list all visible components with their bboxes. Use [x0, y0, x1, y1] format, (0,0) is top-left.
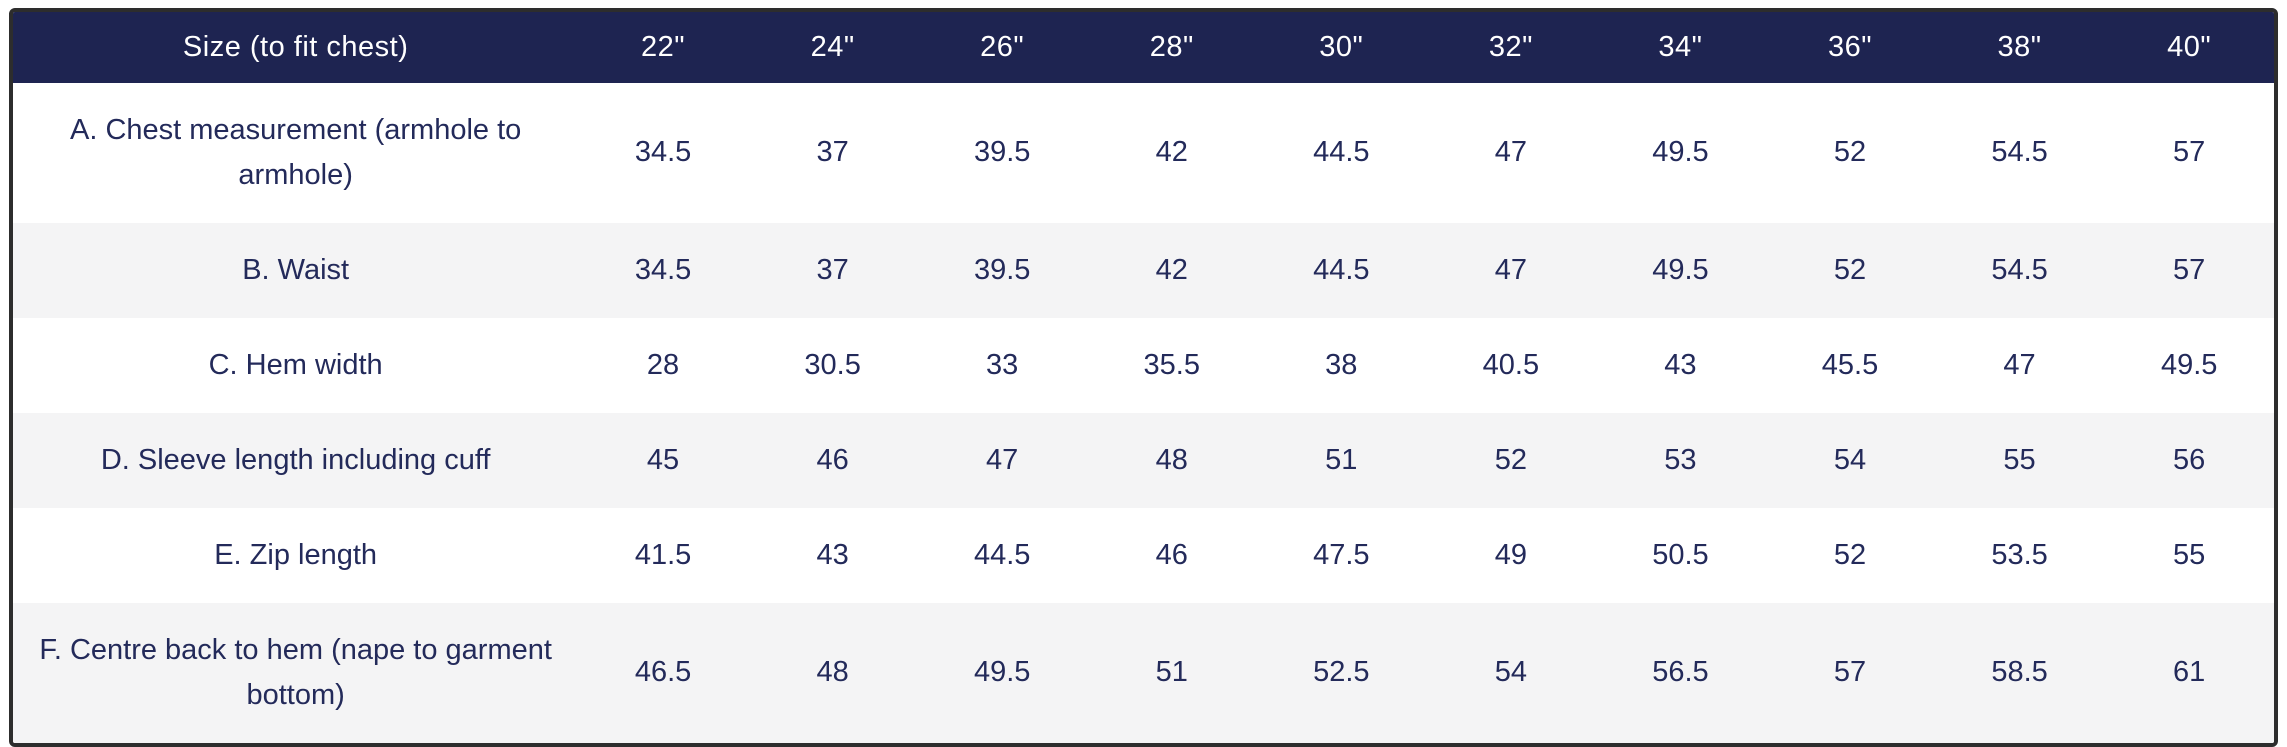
measurement-cell: 49: [1494, 538, 1527, 571]
measurement-cell: 52.5: [1313, 656, 1370, 689]
row-label: B. Waist: [242, 253, 350, 286]
measurement-cell: 46: [1155, 538, 1188, 571]
measurement-cell: 45: [646, 443, 680, 476]
measurement-cell: 37: [816, 253, 849, 286]
measurement-cell: 42: [1155, 136, 1188, 169]
measurement-cell: 47.5: [1313, 538, 1370, 571]
measurement-cell: 42: [1155, 253, 1188, 286]
header-size-column: 22": [578, 12, 748, 83]
measurement-cell: 53: [1664, 443, 1697, 476]
measurement-cell: 56.5: [1652, 656, 1709, 689]
measurement-cell: 58.5: [1991, 656, 2048, 689]
row-label: E. Zip length: [214, 538, 378, 571]
measurement-cell: 48: [816, 656, 849, 689]
row-label: A. Chest measurement (armhole to armhole…: [69, 114, 522, 191]
measurement-cell: 40.5: [1482, 348, 1540, 381]
table-row: C. Hem width 28 30.5 33 35.5 38 40.5 43 45.5 47 49…: [13, 317, 2274, 413]
measurement-cell: 51: [1325, 443, 1358, 476]
measurement-cell: 30.5: [804, 348, 861, 381]
measurement-cell: 37: [816, 136, 849, 169]
header-size-column: 36": [1765, 12, 1935, 83]
measurement-cell: 54.5: [1991, 136, 2048, 169]
measurement-cell: 54: [1833, 443, 1867, 476]
table-row: B. Waist 34.5 37 39.5 42 44.5 47 49.5 52 54.5 57: [13, 222, 2274, 318]
header-size-column: 32": [1426, 12, 1596, 83]
measurement-cell: 49.5: [1652, 253, 1709, 286]
measurement-cell: 41.5: [634, 538, 692, 571]
measurement-cell: 33: [986, 348, 1019, 381]
measurement-cell: 44.5: [1313, 136, 1370, 169]
table-row: A. Chest measurement (armhole to armhole…: [13, 83, 2274, 223]
measurement-cell: 55: [2173, 538, 2206, 571]
measurement-cell: 52: [1833, 253, 1867, 286]
measurement-cell: 43: [816, 538, 849, 571]
measurement-cell: 45.5: [1821, 348, 1879, 381]
row-label: D. Sleeve length including cuff: [100, 443, 491, 476]
table-row: D. Sleeve length including cuff 45 46 47 48 5…: [13, 412, 2274, 508]
measurement-cell: 35.5: [1143, 348, 1200, 381]
header-row: Size (to fit chest) 22" 24" 26" 28" 30" 32" 34"…: [13, 12, 2274, 83]
measurement-cell: 39.5: [973, 253, 1031, 286]
header-size-column: 26": [917, 12, 1087, 83]
measurement-cell: 48: [1155, 443, 1188, 476]
measurement-cell: 52: [1833, 136, 1867, 169]
measurement-cell: 34.5: [634, 253, 692, 286]
measurement-cell: 53.5: [1991, 538, 2048, 571]
measurement-cell: 34.5: [634, 136, 692, 169]
measurement-cell: 52: [1833, 538, 1867, 571]
measurement-cell: 38: [1325, 348, 1358, 381]
table-row: E. Zip length 41.5 43 44.5 46 47.5 49 50.5 52 53.…: [13, 507, 2274, 603]
measurement-cell: 46.5: [634, 656, 692, 689]
measurement-cell: 61: [2173, 656, 2206, 689]
measurement-cell: 43: [1664, 348, 1697, 381]
size-chart-table: Size (to fit chest) 22" 24" 26" 28" 30" 32" 34"…: [13, 12, 2274, 743]
measurement-cell: 47: [986, 443, 1019, 476]
row-label: C. Hem width: [208, 348, 383, 381]
measurement-cell: 54.5: [1991, 253, 2048, 286]
measurement-cell: 47: [2003, 348, 2036, 381]
header-size-column: 34": [1595, 12, 1766, 83]
header-size-column: 24": [747, 12, 918, 83]
measurement-cell: 49.5: [973, 656, 1031, 689]
size-chart: Size (to fit chest) 22" 24" 26" 28" 30" 32" 34"…: [9, 8, 2278, 747]
measurement-cell: 56: [2173, 443, 2206, 476]
measurement-cell: 57: [2173, 136, 2206, 169]
measurement-cell: 52: [1494, 443, 1527, 476]
measurement-cell: 57: [1833, 656, 1867, 689]
measurement-cell: 47: [1494, 253, 1527, 286]
measurement-cell: 51: [1155, 656, 1188, 689]
table-row: F. Centre back to hem (nape to garment b…: [13, 602, 2274, 743]
header-size-column: 30": [1256, 12, 1427, 83]
measurement-cell: 39.5: [973, 136, 1031, 169]
measurement-cell: 49.5: [2160, 348, 2218, 381]
measurement-cell: 50.5: [1652, 538, 1709, 571]
header-label-column: Size (to fit chest): [13, 12, 579, 83]
measurement-cell: 28: [646, 348, 680, 381]
measurement-cell: 44.5: [1313, 253, 1370, 286]
measurement-cell: 44.5: [973, 538, 1031, 571]
measurement-cell: 57: [2173, 253, 2206, 286]
measurement-cell: 49.5: [1652, 136, 1709, 169]
measurement-cell: 47: [1494, 136, 1527, 169]
row-label: F. Centre back to hem (nape to garment b…: [39, 633, 552, 711]
measurement-cell: 55: [2003, 443, 2036, 476]
header-size-column: 28": [1086, 12, 1257, 83]
measurement-cell: 54: [1494, 656, 1527, 689]
header-size-column: 40": [2104, 12, 2274, 83]
header-size-column: 38": [1934, 12, 2105, 83]
measurement-cell: 46: [816, 443, 849, 476]
